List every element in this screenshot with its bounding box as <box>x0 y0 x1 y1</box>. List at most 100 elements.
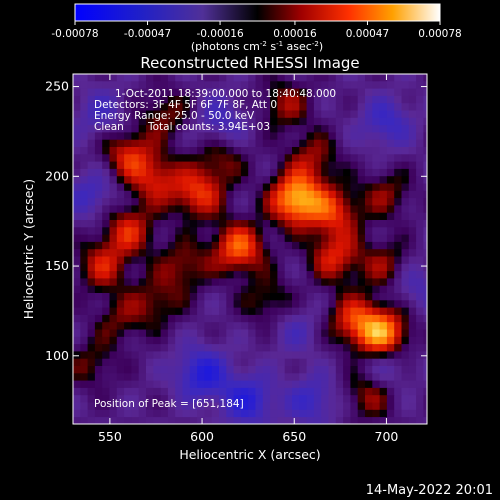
heatmap-cell <box>350 307 359 316</box>
heatmap-cell <box>306 103 315 111</box>
heatmap-cell <box>343 81 351 89</box>
heatmap-cell <box>182 358 191 367</box>
heatmap-cell <box>335 278 344 287</box>
heatmap-cell <box>284 161 293 170</box>
heatmap-cell <box>226 88 234 97</box>
heatmap-cell <box>160 234 169 243</box>
heatmap-cell <box>335 293 344 301</box>
heatmap-cell <box>160 88 169 97</box>
heatmap-cell <box>160 198 169 206</box>
heatmap-cell <box>328 81 337 89</box>
heatmap-cell <box>87 402 96 411</box>
heatmap-cell <box>153 88 161 97</box>
heatmap-cell <box>379 373 388 381</box>
heatmap-cell <box>299 198 307 206</box>
heatmap-cell <box>306 110 315 119</box>
heatmap-cell <box>277 278 286 287</box>
heatmap-cell <box>109 249 118 257</box>
heatmap-cell <box>248 271 256 279</box>
heatmap-cell <box>204 132 213 141</box>
heatmap-cell <box>73 198 81 206</box>
heatmap-cell <box>357 110 366 119</box>
heatmap-cell <box>284 234 293 243</box>
heatmap-cell <box>321 285 329 294</box>
heatmap-cell <box>343 358 351 367</box>
heatmap-cell <box>94 88 103 97</box>
heatmap-cell <box>219 249 227 257</box>
heatmap-cell <box>160 139 169 148</box>
heatmap-cell <box>350 125 359 133</box>
heatmap-cell <box>211 366 220 374</box>
heatmap-cell <box>313 373 322 381</box>
heatmap-cell <box>204 256 213 265</box>
heatmap-cell <box>211 322 220 330</box>
heatmap-cell <box>262 198 271 206</box>
heatmap-cell <box>423 387 427 396</box>
heatmap-cell <box>87 74 96 82</box>
heatmap-cell <box>204 358 213 367</box>
heatmap-cell <box>240 307 249 316</box>
heatmap-cell <box>408 212 417 221</box>
heatmap-cell <box>313 263 322 272</box>
heatmap-cell <box>189 212 198 221</box>
heatmap-cell <box>138 234 147 243</box>
heatmap-cell <box>292 402 300 411</box>
heatmap-cell <box>175 300 183 308</box>
heatmap-cell <box>262 212 271 221</box>
heatmap-cell <box>284 147 293 155</box>
heatmap-cell <box>270 205 278 214</box>
heatmap-cell <box>116 190 125 199</box>
heatmap-cell <box>182 256 191 265</box>
heatmap-cell <box>343 285 351 294</box>
heatmap-cell <box>124 256 132 265</box>
heatmap-cell <box>416 176 424 184</box>
heatmap-cell <box>73 402 81 411</box>
heatmap-cell <box>211 81 220 89</box>
heatmap-cell <box>416 198 424 206</box>
heatmap-cell <box>102 139 110 148</box>
heatmap-cell <box>182 132 191 141</box>
heatmap-cell <box>365 241 373 250</box>
heatmap-cell <box>379 168 388 177</box>
heatmap-cell <box>408 154 417 162</box>
heatmap-cell <box>408 198 417 206</box>
heatmap-cell <box>284 322 293 330</box>
heatmap-cell <box>94 366 103 374</box>
heatmap-cell <box>197 103 205 111</box>
heatmap-cell <box>262 402 271 411</box>
heatmap-cell <box>416 351 424 360</box>
heatmap-cell <box>321 205 329 214</box>
heatmap-cell <box>102 198 110 206</box>
heatmap-cell <box>80 278 88 287</box>
heatmap-cell <box>423 358 427 367</box>
heatmap-cell <box>270 132 278 141</box>
heatmap-cell <box>131 161 140 170</box>
heatmap-cell <box>240 81 249 89</box>
heatmap-cell <box>211 344 220 352</box>
heatmap-cell <box>94 241 103 250</box>
heatmap-cell <box>167 125 176 133</box>
heatmap-cell <box>262 154 271 162</box>
heatmap-cell <box>204 409 213 418</box>
heatmap-cell <box>394 409 402 418</box>
heatmap-cell <box>408 351 417 360</box>
heatmap-cell <box>240 380 249 389</box>
heatmap-cell <box>131 212 140 221</box>
heatmap-cell <box>124 81 132 89</box>
heatmap-cell <box>350 409 359 418</box>
heatmap-cell <box>182 205 191 214</box>
heatmap-cell <box>248 241 256 250</box>
heatmap-cell <box>138 409 147 418</box>
heatmap-cell <box>372 358 380 367</box>
heatmap-cell <box>365 74 373 82</box>
heatmap-cell <box>109 285 118 294</box>
heatmap-cell <box>211 263 220 272</box>
heatmap-cell <box>401 241 410 250</box>
heatmap-cell <box>226 241 234 250</box>
heatmap-cell <box>328 387 337 396</box>
heatmap-cell <box>124 387 132 396</box>
heatmap-cell <box>292 103 300 111</box>
heatmap-cell <box>277 88 286 97</box>
heatmap-cell <box>189 132 198 141</box>
heatmap-cell <box>124 154 132 162</box>
